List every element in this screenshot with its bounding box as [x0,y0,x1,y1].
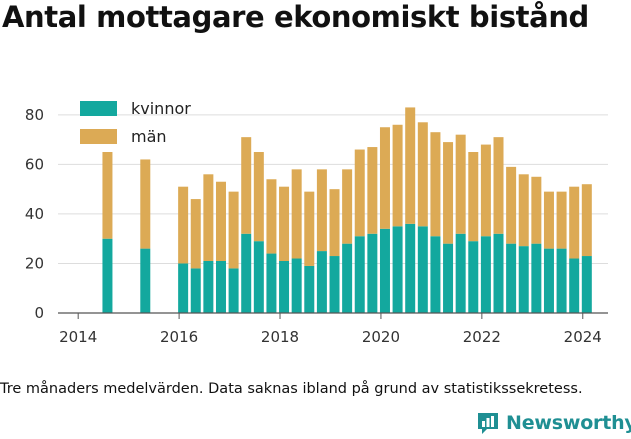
bar-man [455,134,466,234]
bar-kvinnor [279,260,290,313]
bar-kvinnor [329,256,340,313]
bar-kvinnor [455,233,466,313]
bar-kvinnor [518,246,529,313]
legend: kvinnor män [80,99,191,146]
bar-kvinnor [506,243,517,313]
bar-kvinnor [443,243,454,313]
bar-man [543,191,554,249]
bar-man [405,107,416,224]
bar-kvinnor [531,243,542,313]
bar-man [329,189,340,257]
bar-kvinnor [430,236,441,313]
bar-man [493,137,504,234]
footnote: Tre månaders medelvärden. Data saknas ib… [0,381,583,397]
bar-kvinnor [102,238,113,313]
x-tick-label: 2016 [160,328,198,346]
bar-man [253,152,264,242]
bar-man [354,149,365,237]
legend-kvinnor-swatch [80,101,117,116]
legend-man-swatch [80,129,117,144]
bar-kvinnor [178,263,189,313]
bar-man [178,186,189,264]
brand-logo[interactable]: Newsworthy [476,409,631,437]
bar-man [215,181,226,261]
x-tick-label: 2014 [59,328,97,346]
y-tick-label: 20 [25,254,44,272]
bar-man [140,159,151,249]
bar-kvinnor [241,233,252,313]
bar-kvinnor [581,256,592,313]
bar-kvinnor [493,233,504,313]
bar-kvinnor [405,223,416,313]
brand-name: Newsworthy [506,412,631,434]
bar-man [190,199,201,269]
x-tick-label: 2020 [362,328,400,346]
bar-kvinnor [417,226,428,313]
x-tick-label: 2018 [261,328,299,346]
bar-kvinnor [253,241,264,313]
bar-man [531,176,542,244]
axes: 0 20 40 60 80 2014 2016 2018 2020 2022 2024 [25,106,608,346]
bar-man [468,152,479,242]
bar-man [316,169,327,252]
bar-man [556,191,567,249]
bar-man [342,169,353,244]
x-tick-label: 2024 [564,328,602,346]
bar-kvinnor [228,268,239,313]
bar-man [228,191,239,269]
bar-kvinnor [379,228,390,313]
bar-kvinnor [480,236,491,313]
bar-kvinnor [304,265,315,313]
bar-man [417,122,428,227]
bar-kvinnor [215,260,226,313]
bar-man [480,144,491,237]
y-tick-label: 80 [25,106,44,124]
y-tick-label: 60 [25,155,44,173]
bar-kvinnor [367,233,378,313]
newsworthy-logo-icon [478,413,498,434]
bar-kvinnor [316,251,327,313]
bar-man [241,137,252,234]
bars [102,107,592,313]
bar-kvinnor [392,226,403,313]
bar-man [506,166,517,244]
bar-kvinnor [342,243,353,313]
bar-kvinnor [190,268,201,313]
bar-kvinnor [354,236,365,313]
x-tick-label: 2022 [463,328,501,346]
stacked-bar-chart: 0 20 40 60 80 2014 2016 2018 2020 2022 2024 kvinno… [25,99,608,346]
bar-kvinnor [203,260,214,313]
bar-kvinnor [468,241,479,313]
bar-kvinnor [291,258,302,313]
bar-man [569,186,580,259]
bar-man [203,174,214,261]
bar-man [304,191,315,266]
bar-kvinnor [569,258,580,313]
bar-man [518,174,529,247]
bar-man [392,124,403,227]
bar-man [291,169,302,259]
bar-man [102,152,113,239]
bar-man [443,142,454,244]
bar-man [266,179,277,254]
bar-man [379,127,390,229]
bar-man [430,132,441,237]
bar-kvinnor [266,253,277,313]
bar-man [367,147,378,234]
chart-title: Antal mottagare ekonomiskt bistånd [2,0,589,34]
y-tick-label: 40 [25,205,44,223]
bar-kvinnor [543,248,554,313]
bar-kvinnor [140,248,151,313]
bar-man [581,184,592,257]
legend-man-label: män [131,127,167,146]
legend-kvinnor-label: kvinnor [131,99,191,118]
bar-man [279,186,290,261]
bar-kvinnor [556,248,567,313]
y-tick-label: 0 [34,304,44,322]
